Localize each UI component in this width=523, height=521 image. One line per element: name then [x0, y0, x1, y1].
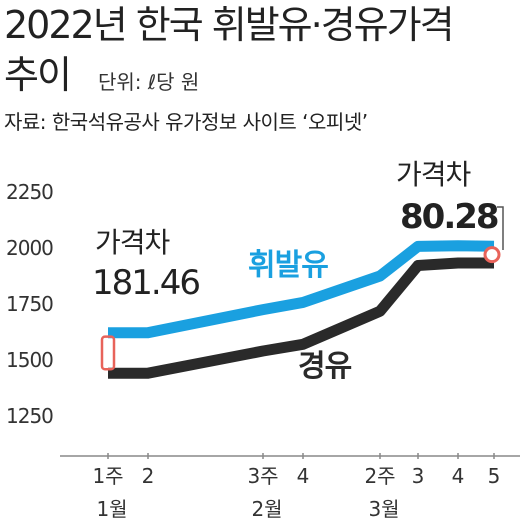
gasoline-line [108, 240, 495, 339]
x-tick-label: 3 [412, 464, 425, 488]
gasoline-series-label: 휘발유 [248, 248, 328, 283]
x-tick-label: 5 [488, 464, 501, 488]
annotation-leader-line [497, 206, 504, 250]
y-tick-label: 1500 [6, 348, 53, 372]
x-month-label: 2월 [251, 497, 282, 521]
diesel-line [108, 257, 494, 379]
x-tick-label: 3주 [247, 464, 278, 488]
price-gap-marker-jan [100, 335, 116, 371]
x-month-label: 3월 [368, 497, 399, 521]
price-gap-marker-mar [483, 246, 501, 264]
chart-title-line1: 2022년 한국 휘발유·경유가격 [4, 3, 455, 47]
chart-title-line2: 추이 [4, 53, 72, 97]
annotation-label-mar: 가격차 [396, 158, 471, 191]
y-tick-label: 1750 [6, 292, 53, 316]
x-tick-label: 1주 [92, 464, 123, 488]
annotation-value-mar: 80.28 [400, 197, 498, 237]
x-tick-label: 2 [142, 464, 155, 488]
diesel-series-label: 경유 [298, 349, 352, 384]
x-month-label: 1월 [96, 497, 127, 521]
y-tick-label: 1250 [6, 404, 53, 428]
x-tick-label: 4 [297, 464, 310, 488]
x-tick-label: 4 [452, 464, 465, 488]
annotation-value-jan: 181.46 [92, 263, 199, 303]
unit-label: 단위: ℓ당 원 [98, 70, 200, 94]
x-tick-label: 2주 [364, 464, 395, 488]
source-label: 자료: 한국석유공사 유가정보 사이트 ‘오피넷’ [4, 110, 368, 134]
annotation-label-jan: 가격차 [95, 226, 170, 259]
y-tick-label: 2250 [6, 180, 53, 204]
y-tick-label: 2000 [6, 236, 53, 260]
